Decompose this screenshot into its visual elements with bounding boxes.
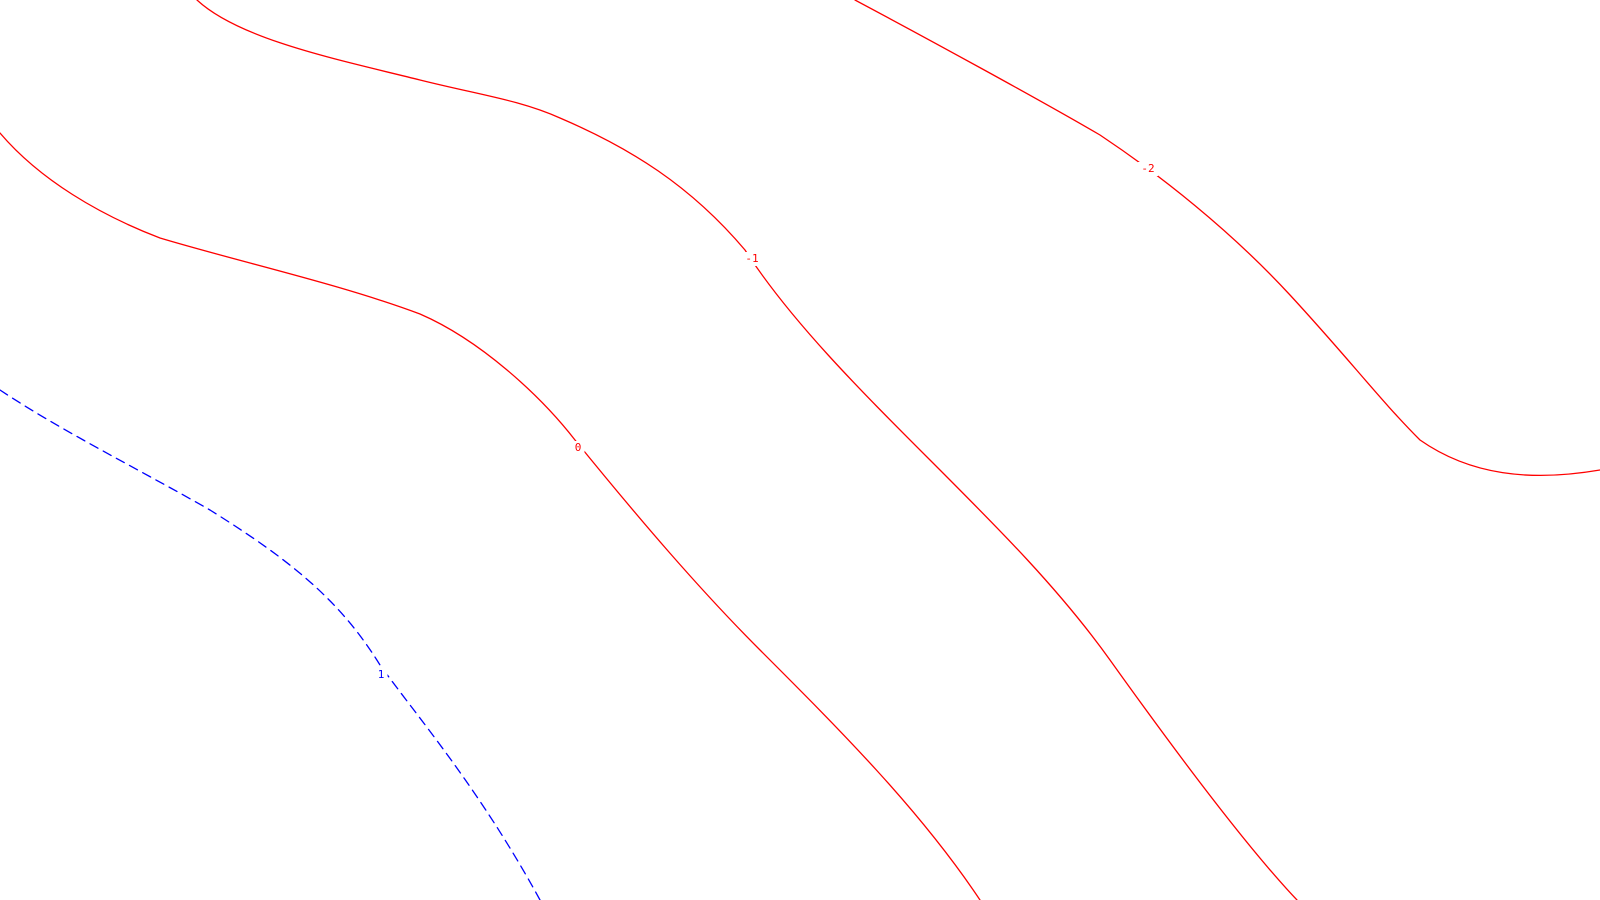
contour-line-minus-2 — [854, 0, 1600, 477]
contour-label-minus-1: -1 — [745, 252, 758, 265]
contour-label-minus-2: -2 — [1141, 162, 1154, 175]
contour-label-mask-minus-2 — [1138, 162, 1158, 176]
contour-line-1 — [0, 389, 541, 900]
contour-label-1: 1 — [378, 668, 385, 681]
contour-line-minus-1 — [196, 0, 1298, 900]
contour-label-mask-minus-1 — [742, 252, 762, 266]
contour-label-mask-1 — [374, 668, 388, 682]
contour-label-mask-0 — [571, 441, 585, 455]
contour-line-0 — [0, 132, 981, 900]
contour-label-0: 0 — [575, 441, 582, 454]
